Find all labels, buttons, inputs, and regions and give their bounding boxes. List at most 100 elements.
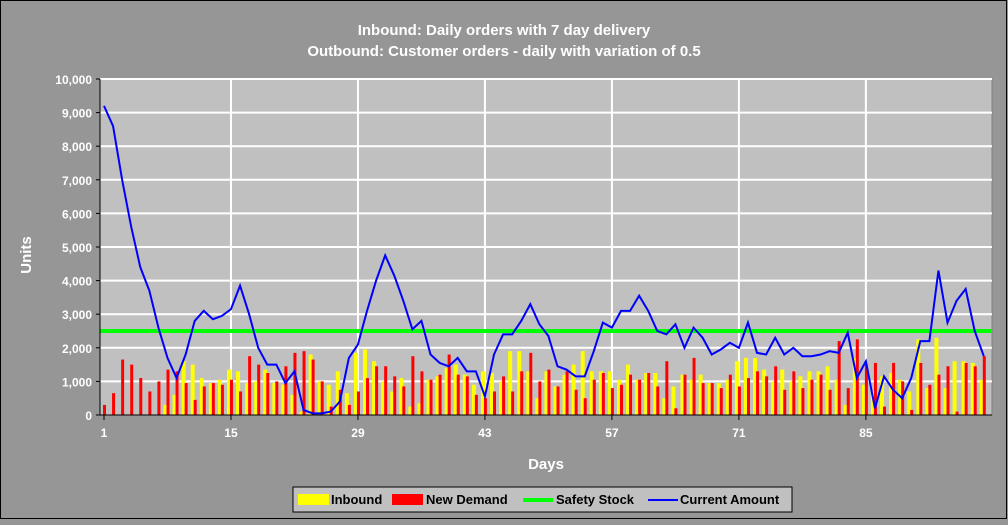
chart-title-line-2: Outbound: Customer orders - daily with v… <box>307 43 700 60</box>
new-demand-bar <box>910 409 914 415</box>
new-demand-bar <box>810 379 814 415</box>
new-demand-bar <box>638 379 642 415</box>
new-demand-bar <box>211 383 215 415</box>
inbound-bar <box>462 374 467 415</box>
new-demand-bar <box>193 399 197 415</box>
inbound-bar <box>626 364 631 415</box>
x-axis-label: Days <box>528 456 564 473</box>
inbound-bar <box>870 391 875 415</box>
new-demand-bar <box>973 366 977 415</box>
new-demand-bar <box>266 373 270 415</box>
inbound-bar <box>272 383 277 415</box>
new-demand-bar <box>955 411 959 415</box>
new-demand-bar <box>937 374 941 415</box>
new-demand-bar <box>384 366 388 415</box>
new-demand-bar <box>710 383 714 415</box>
inbound-bar <box>580 351 585 415</box>
new-demand-bar <box>447 354 451 415</box>
current-amount-line <box>103 105 985 415</box>
new-demand-bar <box>511 391 515 415</box>
inbound-bar <box>644 373 649 415</box>
new-demand-bar <box>502 376 506 415</box>
inbound-bar <box>172 394 177 415</box>
inbound-bar <box>743 357 748 415</box>
y-tick-label: 2,000 <box>62 342 92 356</box>
new-demand-bar <box>619 384 623 415</box>
inbound-bar <box>943 388 948 415</box>
x-tick-label: 15 <box>224 426 238 440</box>
new-demand-bar <box>202 386 206 415</box>
new-demand-bar <box>402 386 406 415</box>
new-demand-bar <box>248 356 252 415</box>
inbound-bar <box>181 361 186 415</box>
new-demand-bar <box>103 404 106 415</box>
legend-swatch-demand <box>392 494 423 505</box>
y-tick-label: 6,000 <box>62 207 92 221</box>
new-demand-bar <box>284 366 288 415</box>
new-demand-bar <box>683 374 687 415</box>
inbound-bar <box>344 393 349 415</box>
legend-label-current: Current Amount <box>680 492 780 507</box>
inbound-bar <box>753 357 758 415</box>
inbound-bar <box>245 383 250 415</box>
inbound-bar <box>961 361 966 415</box>
new-demand-bar <box>665 361 669 415</box>
inbound-bar <box>635 379 640 415</box>
new-demand-bar <box>175 371 179 415</box>
new-demand-bar <box>547 369 551 415</box>
legend-label-inbound: Inbound <box>331 492 382 507</box>
new-demand-bar <box>919 362 923 415</box>
inbound-bar <box>653 373 658 415</box>
new-demand-bar <box>493 391 497 415</box>
inbound-bar <box>326 384 331 415</box>
new-demand-bar <box>756 371 760 415</box>
inbound-bar <box>671 386 676 415</box>
inbound-bar <box>934 337 939 415</box>
new-demand-bar <box>293 352 297 415</box>
x-tick-label: 1 <box>101 426 108 440</box>
inbound-bar <box>970 362 975 415</box>
new-demand-bar <box>556 386 560 415</box>
y-tick-label: 3,000 <box>62 308 92 322</box>
inbound-bar <box>526 371 531 415</box>
y-tick-label: 5,000 <box>62 241 92 255</box>
new-demand-bar <box>166 369 170 415</box>
y-axis-label: Units <box>18 236 35 274</box>
inbound-bar <box>852 357 857 415</box>
chart-title-line-1: Inbound: Daily orders with 7 day deliver… <box>358 22 651 39</box>
new-demand-bar <box>837 341 841 415</box>
inbound-bar <box>952 361 957 415</box>
inbound-bar <box>372 361 377 415</box>
inbound-bar <box>499 381 504 415</box>
inbound-bar <box>925 388 930 415</box>
new-demand-bar <box>456 374 460 415</box>
inbound-bar <box>199 378 204 415</box>
new-demand-bar <box>302 351 306 415</box>
inbound-bar <box>889 373 894 415</box>
new-demand-bar <box>964 362 968 415</box>
inbound-bar <box>399 378 404 415</box>
legend-swatch-inbound <box>298 494 329 505</box>
inbound-bar <box>317 381 322 415</box>
inbound-bar <box>716 383 721 415</box>
inbound-bar <box>363 349 368 415</box>
inbound-bar <box>698 374 703 415</box>
y-tick-label: 9,000 <box>62 107 92 121</box>
inbound-bar <box>217 379 222 415</box>
inbound-bar <box>353 352 358 415</box>
inbound-bar <box>816 371 821 415</box>
inbound-bar <box>771 381 776 415</box>
inbound-bar <box>807 371 812 415</box>
new-demand-bar <box>520 371 524 415</box>
new-demand-bar <box>928 384 932 415</box>
inbound-bar <box>544 371 549 415</box>
y-tick-label: 1,000 <box>62 375 92 389</box>
new-demand-bar <box>229 379 233 415</box>
inbound-bar <box>408 406 413 415</box>
inbound-bar <box>263 369 268 415</box>
inbound-bar <box>290 394 295 415</box>
y-tick-label: 0 <box>85 409 92 423</box>
new-demand-bar <box>692 357 696 415</box>
inbound-bar <box>880 376 885 415</box>
new-demand-bar <box>257 364 261 415</box>
